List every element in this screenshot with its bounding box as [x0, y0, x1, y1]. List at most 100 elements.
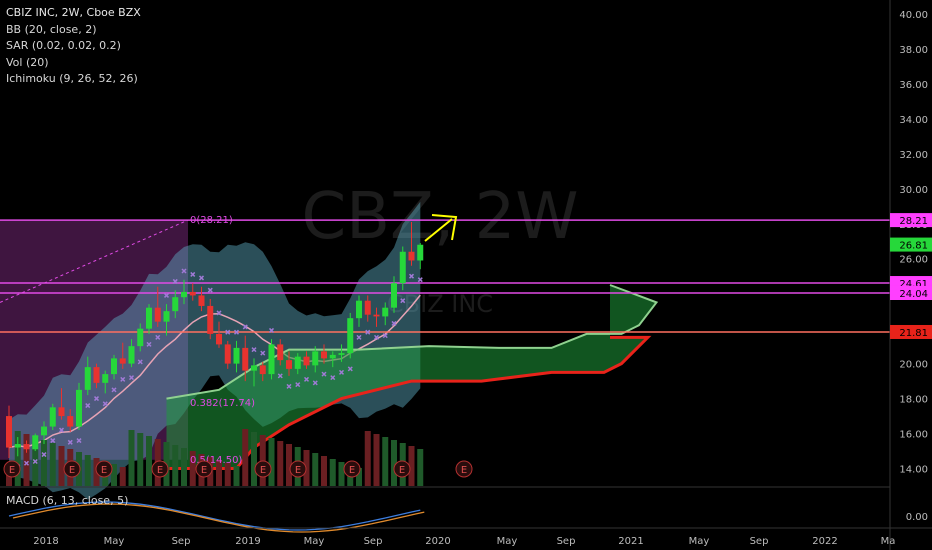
- price-tick: 20.00: [899, 360, 928, 371]
- time-tick: 2021: [618, 536, 643, 547]
- sar-marker: [382, 333, 388, 339]
- sar-marker: [303, 376, 310, 382]
- candle-body: [259, 365, 266, 375]
- time-tick: 2018: [33, 536, 58, 547]
- sar-marker: [417, 277, 423, 283]
- earnings-marker: [254, 460, 272, 478]
- candle-body: [76, 389, 82, 427]
- time-tick: Sep: [557, 536, 576, 547]
- volume-bar: [216, 460, 222, 486]
- sar-marker: [391, 320, 397, 326]
- candle-body: [111, 358, 117, 375]
- sar-marker: [190, 271, 196, 277]
- sar-marker: [356, 334, 362, 340]
- fib-label-0382: 0.382(17.74): [190, 398, 255, 409]
- candle-body: [49, 407, 56, 427]
- earnings-marker: [289, 460, 307, 478]
- candle-body: [181, 291, 187, 298]
- candle-body: [277, 344, 284, 361]
- earnings-marker: [455, 460, 473, 478]
- volume-bar: [84, 455, 91, 486]
- sar-marker: [102, 401, 108, 407]
- price-tick: 32.00: [899, 150, 928, 161]
- volume-bar: [382, 437, 389, 486]
- earnings-e: E: [295, 465, 301, 476]
- candle-body: [286, 360, 292, 369]
- macd-line: [8, 501, 421, 531]
- candle-body: [233, 347, 240, 364]
- sar-marker: [295, 382, 301, 388]
- sar-marker: [137, 359, 143, 365]
- candle-body: [242, 347, 249, 371]
- candle-body: [102, 374, 109, 383]
- volume-bar: [128, 430, 135, 486]
- indicator-vol[interactable]: Vol (20): [6, 55, 49, 69]
- earnings-marker: [3, 460, 21, 478]
- time-tick: Ma: [881, 536, 896, 547]
- chart-legend: CBIZ INC, 2W, Cboe BZX BB (20, close, 2)…: [6, 5, 141, 88]
- sar-marker: [207, 287, 213, 293]
- time-tick: 2019: [235, 536, 260, 547]
- earnings-e: E: [157, 465, 163, 476]
- time-tick: 2022: [812, 536, 837, 547]
- candle-body: [32, 435, 39, 450]
- sar-marker: [277, 373, 283, 379]
- volume-bar: [356, 468, 362, 486]
- earnings-e: E: [349, 465, 355, 476]
- volume-bar: [259, 435, 266, 486]
- macd-indicator-label[interactable]: MACD (6, 13, close, 5): [6, 494, 129, 507]
- sar-marker: [242, 324, 248, 330]
- sar-marker: [128, 375, 135, 381]
- candle-body: [207, 305, 214, 334]
- indicator-ichimoku[interactable]: Ichimoku (9, 26, 52, 26): [6, 72, 138, 85]
- ichimoku-cloud: [166, 285, 657, 469]
- time-tick: Sep: [172, 536, 191, 547]
- candle-body: [268, 344, 275, 375]
- volume-bar: [49, 443, 56, 486]
- sar-marker: [120, 376, 126, 382]
- earnings-e: E: [399, 465, 405, 476]
- sar-marker: [286, 383, 292, 389]
- candle-body: [303, 356, 310, 366]
- earnings-marker: [195, 460, 213, 478]
- indicator-bb[interactable]: BB (20, close, 2): [6, 22, 97, 36]
- candle-body: [41, 426, 47, 436]
- indicator-sar[interactable]: SAR (0.02, 0.02, 0.2): [6, 39, 121, 52]
- volume-bar: [14, 431, 21, 486]
- candle-body: [321, 351, 327, 359]
- sar-marker: [225, 329, 231, 335]
- candle-body: [347, 318, 354, 354]
- volume-bar: [146, 436, 152, 486]
- symbol-title: CBIZ INC, 2W, Cboe BZX: [6, 6, 141, 19]
- price-label-text: 21.81: [899, 328, 928, 339]
- fib-zone: [0, 220, 188, 460]
- candle-body: [6, 416, 12, 448]
- candle-body: [154, 307, 161, 322]
- earnings-e: E: [101, 465, 107, 476]
- sar-marker: [23, 460, 30, 466]
- earnings-marker: [343, 460, 361, 478]
- time-tick: May: [304, 536, 325, 547]
- candle-body: [146, 307, 152, 329]
- price-label-box: [890, 324, 932, 339]
- candle-body: [67, 416, 74, 427]
- candle-body: [356, 300, 362, 319]
- volume-bar: [364, 431, 371, 486]
- candle-body: [408, 251, 415, 261]
- sar-marker: [347, 366, 353, 372]
- earnings-e: E: [201, 465, 207, 476]
- volume-bar: [391, 440, 397, 486]
- earnings-marker: [63, 460, 81, 478]
- candle-body: [224, 344, 231, 364]
- price-label-text: 26.81: [899, 241, 928, 252]
- candle-body: [137, 328, 144, 347]
- sar-marker: [312, 380, 318, 386]
- volume-bar: [233, 466, 240, 486]
- candle-body: [14, 444, 21, 448]
- volume-bar: [338, 462, 345, 486]
- price-label-text: 24.04: [899, 289, 928, 300]
- sar-marker: [76, 438, 82, 444]
- sar-marker: [321, 371, 327, 377]
- candle-body: [128, 346, 135, 364]
